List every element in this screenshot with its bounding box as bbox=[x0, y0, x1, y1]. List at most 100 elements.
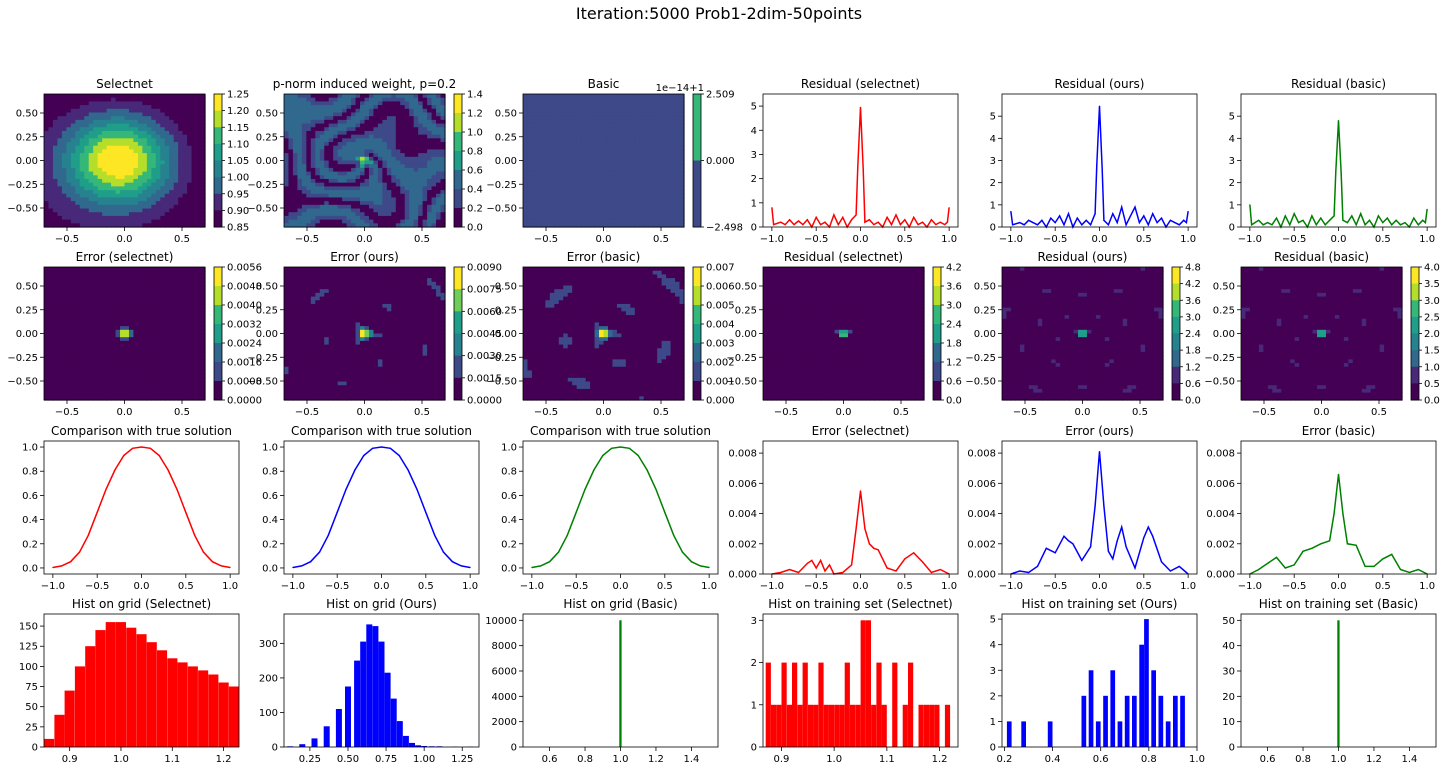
contour-cell bbox=[111, 381, 117, 386]
contour-cell bbox=[182, 149, 188, 154]
contour-cell bbox=[84, 153, 90, 158]
contour-cell bbox=[97, 193, 103, 199]
contour-cell bbox=[102, 311, 108, 316]
contour-cell bbox=[657, 134, 663, 139]
contour-cell bbox=[377, 108, 383, 114]
contour-cell bbox=[93, 134, 99, 139]
contour-cell bbox=[540, 175, 546, 180]
contour-cell bbox=[48, 119, 54, 125]
contour-cell bbox=[301, 142, 307, 147]
data-point bbox=[1185, 222, 1187, 224]
contour-cell bbox=[427, 138, 433, 143]
contour-cell bbox=[661, 153, 667, 158]
contour-cell bbox=[155, 94, 161, 99]
contour-cell bbox=[57, 270, 63, 275]
contour-cell bbox=[106, 178, 112, 184]
contour-cell bbox=[124, 97, 130, 102]
contour-cell bbox=[106, 175, 112, 180]
contour-cell bbox=[333, 175, 339, 180]
contour-cell bbox=[590, 171, 596, 176]
contour-cell bbox=[173, 182, 179, 187]
contour-cell bbox=[594, 123, 600, 128]
contour-cell bbox=[581, 97, 587, 102]
contour-cell bbox=[61, 278, 67, 283]
contour-cell bbox=[115, 190, 121, 195]
contour-cell bbox=[52, 333, 59, 338]
contour-cell bbox=[142, 134, 148, 139]
contour-cell bbox=[70, 296, 76, 301]
contour-cell bbox=[324, 134, 330, 139]
contour-cell bbox=[536, 145, 542, 151]
contour-cell bbox=[436, 130, 442, 136]
contour-cell bbox=[427, 175, 433, 180]
contour-cell bbox=[88, 267, 94, 272]
contour-cell bbox=[133, 127, 139, 132]
contour-cell bbox=[111, 366, 117, 372]
contour-cell bbox=[545, 171, 551, 176]
contour-cell bbox=[324, 204, 330, 210]
contour-cell bbox=[607, 156, 614, 162]
contour-cell bbox=[97, 278, 103, 283]
contour-cell bbox=[137, 223, 143, 228]
data-point bbox=[1267, 222, 1269, 224]
contour-cell bbox=[169, 164, 175, 169]
contour-cell bbox=[124, 149, 130, 154]
contour-cell bbox=[173, 164, 179, 169]
contour-cell bbox=[310, 197, 316, 202]
y-tick-label: 4 bbox=[990, 134, 996, 145]
contour-cell bbox=[621, 97, 627, 102]
contour-cell bbox=[57, 289, 63, 294]
contour-cell bbox=[48, 396, 54, 401]
contour-cell bbox=[607, 127, 614, 132]
contour-cell bbox=[603, 201, 609, 206]
contour-cell bbox=[386, 105, 392, 110]
contour-cell bbox=[527, 160, 533, 165]
contour-cell bbox=[409, 153, 415, 158]
contour-cell bbox=[48, 388, 54, 394]
contour-cell bbox=[368, 178, 375, 184]
contour-cell bbox=[328, 190, 334, 195]
contour-cell bbox=[102, 204, 108, 210]
contour-cell bbox=[377, 127, 383, 132]
contour-cell bbox=[634, 123, 640, 128]
contour-cell bbox=[88, 270, 94, 275]
contour-cell bbox=[639, 223, 645, 228]
contour-cell bbox=[675, 219, 681, 224]
contour-cell bbox=[346, 197, 352, 202]
y-tick-label: 4 bbox=[751, 126, 757, 137]
contour-cell bbox=[634, 208, 640, 213]
contour-cell bbox=[66, 212, 72, 217]
contour-cell bbox=[288, 127, 294, 132]
contour-cell bbox=[440, 160, 446, 165]
contour-cell bbox=[70, 208, 76, 213]
contour-cell bbox=[395, 193, 401, 199]
data-point bbox=[890, 224, 893, 226]
contour-cell bbox=[585, 130, 591, 136]
contour-cell bbox=[679, 138, 685, 143]
contour-cell bbox=[115, 337, 121, 342]
contour-cell bbox=[133, 300, 139, 305]
contour-cell bbox=[324, 171, 330, 176]
contour-cell bbox=[567, 156, 573, 162]
data-point bbox=[1156, 222, 1158, 224]
contour-cell bbox=[84, 156, 90, 162]
contour-cell bbox=[70, 123, 76, 128]
contour-cell bbox=[88, 329, 94, 335]
contour-cell bbox=[418, 215, 424, 221]
contour-cell bbox=[196, 201, 202, 206]
contour-cell bbox=[160, 134, 166, 139]
contour-cell bbox=[404, 134, 410, 139]
contour-cell bbox=[581, 167, 587, 173]
contour-cell bbox=[66, 329, 72, 335]
contour-cell bbox=[288, 167, 294, 173]
contour-cell bbox=[337, 164, 343, 169]
contour-cell bbox=[66, 171, 72, 176]
data-point bbox=[1050, 217, 1052, 219]
contour-cell bbox=[88, 197, 94, 202]
contour-cell bbox=[97, 167, 103, 173]
contour-cell bbox=[333, 201, 339, 206]
contour-cell bbox=[44, 315, 50, 320]
contour-cell bbox=[328, 219, 334, 224]
contour-cell bbox=[70, 116, 76, 121]
contour-cell bbox=[196, 178, 202, 184]
